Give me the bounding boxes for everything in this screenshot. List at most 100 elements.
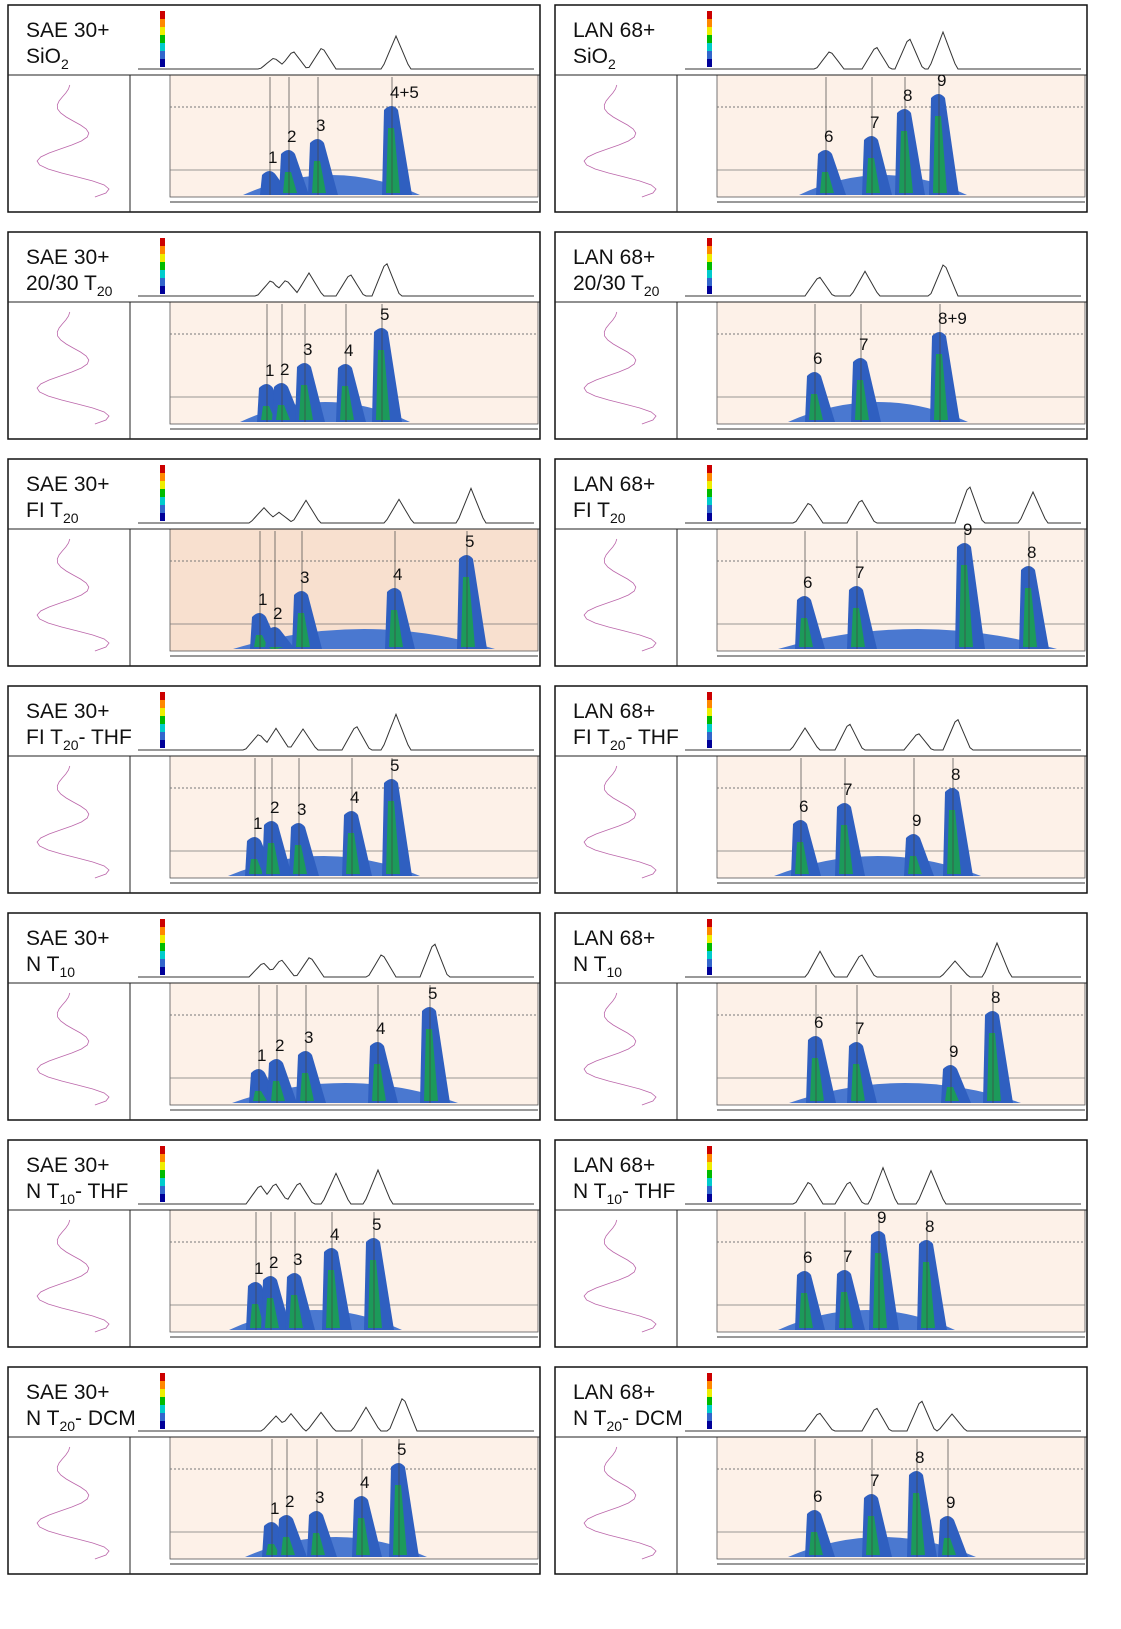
panel: LAN 68+ FI T20 6 7 9 8 <box>554 458 1088 667</box>
contour <box>312 161 326 193</box>
peak-label: 3 <box>316 116 325 135</box>
peak-label: 6 <box>813 349 822 368</box>
label-text: N T <box>573 1407 607 1430</box>
color-scale <box>707 262 712 270</box>
contour <box>386 801 400 874</box>
label-text: FI T <box>573 726 610 749</box>
color-scale <box>160 513 165 521</box>
color-scale <box>707 1154 712 1162</box>
color-scale <box>160 481 165 489</box>
color-scale <box>707 1162 712 1170</box>
contour <box>356 1518 370 1555</box>
label-text: N T <box>573 953 607 976</box>
contour <box>266 843 280 874</box>
peak-label: 8 <box>925 1217 934 1236</box>
contour <box>851 1064 865 1101</box>
contour <box>346 833 360 874</box>
top-trace <box>685 718 1081 751</box>
contour <box>340 386 354 420</box>
color-scale <box>707 1373 712 1381</box>
color-scale <box>707 27 712 35</box>
top-trace <box>138 1168 534 1205</box>
color-scale <box>707 497 712 505</box>
color-scale <box>160 246 165 254</box>
label-text: 20/30 T <box>573 272 644 295</box>
color-scale <box>160 497 165 505</box>
panel-label: FI T20- THF <box>573 726 679 753</box>
peak-label: 2 <box>270 798 279 817</box>
color-scale <box>160 1170 165 1178</box>
color-scale <box>160 692 165 700</box>
color-scale <box>707 740 712 748</box>
left-trace <box>583 1446 657 1560</box>
peak-label: 7 <box>870 1471 879 1490</box>
left-trace <box>36 84 110 198</box>
color-scale <box>707 1381 712 1389</box>
color-scale <box>707 59 712 67</box>
panel-label: LAN 68+ <box>573 700 655 723</box>
color-scale <box>160 59 165 67</box>
contour <box>389 610 403 647</box>
panel-label: SAE 30+ <box>26 246 109 269</box>
panel-label: SAE 30+ <box>26 473 109 496</box>
contour <box>368 1260 382 1328</box>
panel: LAN 68+ N T10 6 7 9 8 <box>554 912 1088 1121</box>
color-scale <box>160 1194 165 1202</box>
color-scale <box>160 270 165 278</box>
peak-label: 2 <box>280 360 289 379</box>
color-scale <box>707 473 712 481</box>
color-scale <box>160 1389 165 1397</box>
contour <box>809 1532 823 1555</box>
panel: SAE 30+ N T10- THF 1 2 3 4 5 <box>7 1139 541 1348</box>
left-trace <box>36 1446 110 1560</box>
contour <box>899 131 913 193</box>
color-scale <box>160 489 165 497</box>
color-scale <box>160 1397 165 1405</box>
contour <box>959 565 973 647</box>
color-scale <box>707 278 712 286</box>
contour <box>934 354 948 420</box>
contour <box>942 1538 956 1555</box>
label-subscript: 20 <box>610 737 626 753</box>
contour <box>289 1295 303 1328</box>
contour <box>820 172 834 193</box>
top-trace <box>685 30 1081 70</box>
color-scale <box>707 1146 712 1154</box>
color-scale <box>160 919 165 927</box>
panel-label: FI T20 <box>26 499 79 526</box>
label-subscript: 2 <box>608 56 616 72</box>
label-subscript: 20 <box>59 1418 75 1434</box>
contour <box>851 608 865 647</box>
panel-label: SAE 30+ <box>26 19 109 42</box>
panel-label: SAE 30+ <box>26 700 109 723</box>
top-trace <box>138 262 534 297</box>
peak-label: 5 <box>465 532 474 551</box>
peak-label: 4 <box>393 565 402 584</box>
color-scale <box>160 951 165 959</box>
contour <box>933 116 947 193</box>
color-scale <box>707 959 712 967</box>
peak-label: 9 <box>946 1493 955 1512</box>
contour <box>873 1253 887 1328</box>
contour <box>911 1493 925 1555</box>
peak-label: 7 <box>859 335 868 354</box>
contour <box>810 1058 824 1101</box>
panel-label: SAE 30+ <box>26 927 109 950</box>
peak-label: 1 <box>258 590 267 609</box>
panel-label: LAN 68+ <box>573 1381 655 1404</box>
color-scale <box>160 35 165 43</box>
panel: LAN 68+ N T20- DCM 6 7 8 9 <box>554 1366 1088 1575</box>
label-text: FI T <box>26 726 63 749</box>
peak-label: 8 <box>951 765 960 784</box>
peak-label: 3 <box>293 1250 302 1269</box>
color-scale <box>160 11 165 19</box>
color-scale <box>160 19 165 27</box>
color-scale <box>160 465 165 473</box>
label-subscript: 10 <box>59 964 75 980</box>
panel-label: 20/30 T20 <box>26 272 113 299</box>
label-subscript: 10 <box>59 1191 75 1207</box>
top-trace <box>685 264 1081 297</box>
panel-label: SiO2 <box>26 45 69 72</box>
panel: SAE 30+ 20/30 T20 1 23 4 5 <box>7 231 541 440</box>
label-tail: - DCM <box>75 1407 136 1430</box>
